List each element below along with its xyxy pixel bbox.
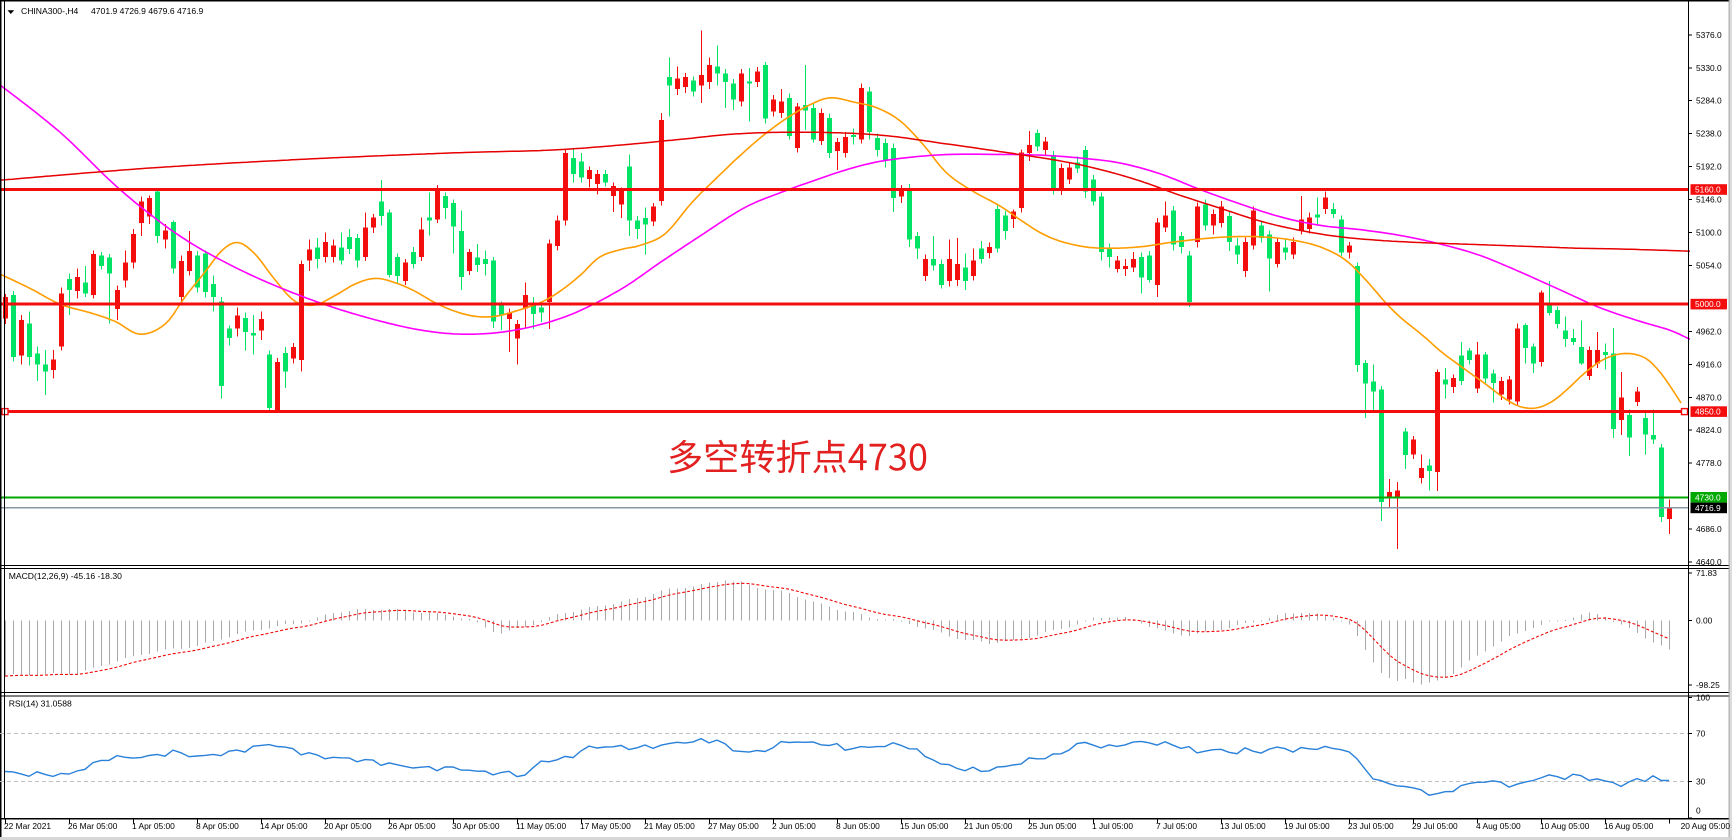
svg-text:7 Jul 05:00: 7 Jul 05:00 — [1156, 821, 1197, 831]
svg-text:26 Mar 05:00: 26 Mar 05:00 — [68, 821, 118, 831]
svg-text:0: 0 — [1696, 806, 1701, 816]
svg-text:4850.0: 4850.0 — [1695, 407, 1721, 417]
svg-text:14 Apr 05:00: 14 Apr 05:00 — [260, 821, 308, 831]
svg-text:15 Jun 05:00: 15 Jun 05:00 — [900, 821, 949, 831]
svg-text:RSI(14) 31.0588: RSI(14) 31.0588 — [9, 699, 72, 709]
svg-text:20 Aug 05:00: 20 Aug 05:00 — [1681, 821, 1731, 831]
svg-text:20 Apr 05:00: 20 Apr 05:00 — [324, 821, 372, 831]
svg-text:16 Aug 05:00: 16 Aug 05:00 — [1604, 821, 1654, 831]
svg-text:5100.0: 5100.0 — [1696, 228, 1722, 238]
svg-text:19 Jul 05:00: 19 Jul 05:00 — [1284, 821, 1330, 831]
svg-text:29 Jul 05:00: 29 Jul 05:00 — [1412, 821, 1458, 831]
svg-text:4824.0: 4824.0 — [1696, 425, 1722, 435]
svg-text:10 Aug 05:00: 10 Aug 05:00 — [1540, 821, 1590, 831]
svg-text:1 Apr 05:00: 1 Apr 05:00 — [132, 821, 175, 831]
svg-text:22 Mar 2021: 22 Mar 2021 — [4, 821, 51, 831]
svg-text:5054.0: 5054.0 — [1696, 261, 1722, 271]
svg-text:25 Jun 05:00: 25 Jun 05:00 — [1028, 821, 1077, 831]
svg-text:1 Jul 05:00: 1 Jul 05:00 — [1092, 821, 1133, 831]
svg-text:5330.0: 5330.0 — [1696, 63, 1722, 73]
svg-text:30 Apr 05:00: 30 Apr 05:00 — [452, 821, 500, 831]
svg-text:17 May 05:00: 17 May 05:00 — [580, 821, 631, 831]
svg-text:MACD(12,26,9) -45.16 -18.30: MACD(12,26,9) -45.16 -18.30 — [9, 571, 122, 581]
svg-text:4730.0: 4730.0 — [1695, 492, 1721, 502]
svg-text:5000.0: 5000.0 — [1695, 299, 1721, 309]
svg-text:26 Apr 05:00: 26 Apr 05:00 — [388, 821, 436, 831]
svg-text:5192.0: 5192.0 — [1696, 162, 1722, 172]
svg-text:21 Jun 05:00: 21 Jun 05:00 — [964, 821, 1013, 831]
svg-text:5146.0: 5146.0 — [1696, 195, 1722, 205]
svg-text:4701.9 4726.9 4679.6 4716.9: 4701.9 4726.9 4679.6 4716.9 — [91, 6, 204, 16]
svg-text:2 Jun 05:00: 2 Jun 05:00 — [772, 821, 816, 831]
svg-text:70: 70 — [1696, 729, 1706, 739]
svg-text:4640.0: 4640.0 — [1696, 557, 1722, 567]
svg-text:30: 30 — [1696, 777, 1706, 787]
svg-text:27 May 05:00: 27 May 05:00 — [708, 821, 759, 831]
svg-text:8 Apr 05:00: 8 Apr 05:00 — [196, 821, 239, 831]
svg-text:100: 100 — [1696, 693, 1710, 703]
svg-text:4 Aug 05:00: 4 Aug 05:00 — [1476, 821, 1521, 831]
svg-text:-98.25: -98.25 — [1696, 680, 1720, 690]
svg-text:0.00: 0.00 — [1696, 615, 1713, 625]
svg-text:5160.0: 5160.0 — [1695, 185, 1721, 195]
svg-text:23 Jul 05:00: 23 Jul 05:00 — [1348, 821, 1394, 831]
svg-text:4686.0: 4686.0 — [1696, 524, 1722, 534]
svg-text:4778.0: 4778.0 — [1696, 458, 1722, 468]
svg-text:11 May 05:00: 11 May 05:00 — [516, 821, 566, 831]
svg-text:5238.0: 5238.0 — [1696, 129, 1722, 139]
svg-text:5284.0: 5284.0 — [1696, 96, 1722, 106]
svg-text:13 Jul 05:00: 13 Jul 05:00 — [1220, 821, 1266, 831]
svg-text:4916.0: 4916.0 — [1696, 359, 1722, 369]
svg-text:4870.0: 4870.0 — [1696, 392, 1722, 402]
svg-text:21 May 05:00: 21 May 05:00 — [644, 821, 695, 831]
svg-text:4962.0: 4962.0 — [1696, 326, 1722, 336]
svg-text:5376.0: 5376.0 — [1696, 30, 1722, 40]
svg-text:4716.9: 4716.9 — [1695, 503, 1721, 513]
svg-text:CHINA300-,H4: CHINA300-,H4 — [21, 6, 79, 16]
svg-text:71.83: 71.83 — [1696, 568, 1717, 578]
svg-text:8 Jun 05:00: 8 Jun 05:00 — [836, 821, 880, 831]
